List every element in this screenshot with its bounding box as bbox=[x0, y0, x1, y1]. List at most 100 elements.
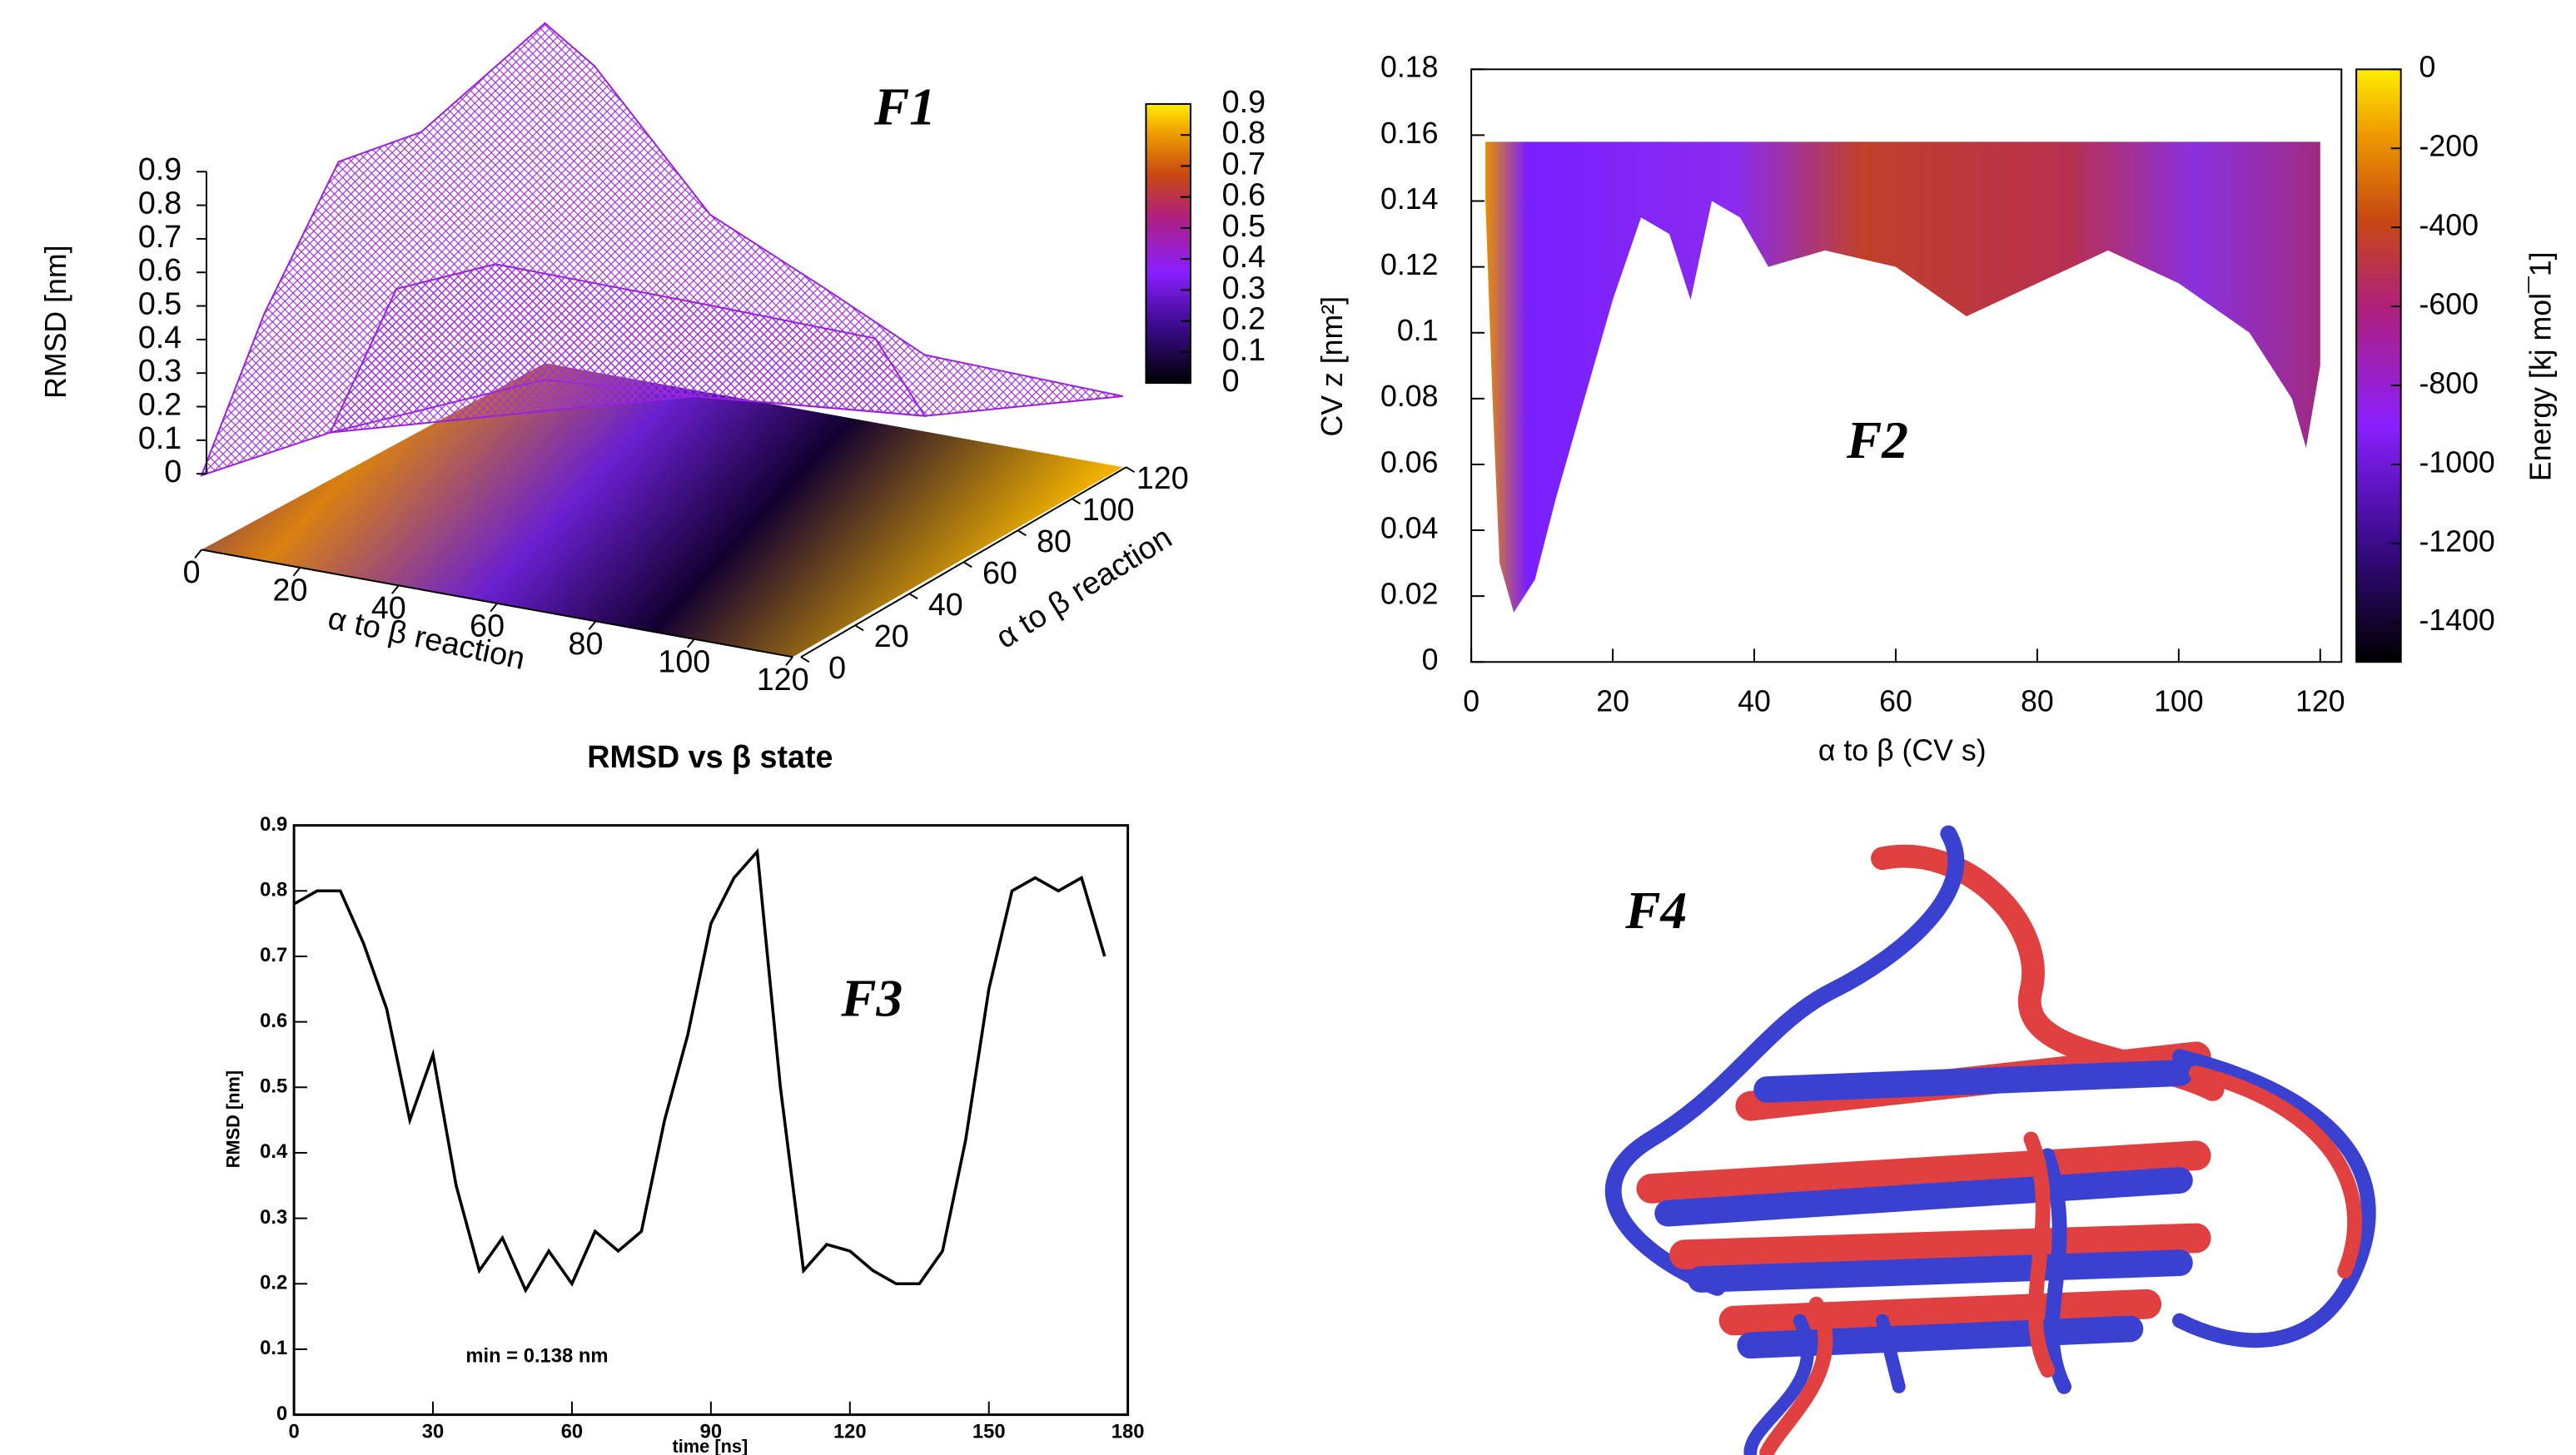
y-tick-label: 0.02 bbox=[1380, 578, 1438, 611]
y-tick-label: 0 bbox=[828, 650, 846, 685]
y-tick-label: 0 bbox=[1422, 643, 1439, 677]
x-tick-label: 100 bbox=[2154, 684, 2204, 718]
colorbar-tick-label: -1200 bbox=[2419, 524, 2494, 558]
x-tick bbox=[785, 656, 793, 666]
y-tick bbox=[1072, 498, 1081, 505]
y-tick bbox=[1017, 529, 1027, 537]
y-tick-label: 0.5 bbox=[260, 1075, 287, 1098]
x-tick-label: 60 bbox=[1879, 684, 1912, 718]
y-tick-label: 0.8 bbox=[260, 879, 287, 901]
colorbar-tick-label: -200 bbox=[2419, 130, 2478, 163]
z-tick-label: 0.8 bbox=[138, 186, 182, 221]
x-tick-label: 30 bbox=[422, 1421, 444, 1443]
y-tick-label: 0.16 bbox=[1380, 117, 1438, 150]
colorbar bbox=[1145, 102, 1191, 385]
colorbar-tick-label: 0.5 bbox=[1222, 208, 1266, 243]
z-tick-label: 0.6 bbox=[138, 252, 182, 287]
colorbar-tick-label: 0.9 bbox=[1222, 84, 1266, 119]
x-tick-label: 120 bbox=[2295, 684, 2345, 718]
x-tick-label: 0 bbox=[1463, 684, 1479, 718]
x-tick bbox=[391, 584, 400, 594]
x-tick-label: 20 bbox=[273, 573, 308, 608]
panel-label: F3 bbox=[840, 968, 903, 1027]
x-tick bbox=[686, 638, 695, 648]
x-tick-label: 150 bbox=[972, 1421, 1006, 1443]
colorbar-label: Energy [kj mol¯1] bbox=[2524, 251, 2558, 481]
chart-title: RMSD vs β state bbox=[587, 739, 833, 774]
surface-mesh bbox=[329, 263, 927, 434]
x-axis-label: time [ns] bbox=[672, 1436, 748, 1455]
y-tick-label: 0.18 bbox=[1380, 51, 1438, 84]
colorbar-tick-label: 0 bbox=[1222, 363, 1240, 398]
y-tick-label: 0.7 bbox=[260, 944, 287, 966]
z-tick-label: 0.5 bbox=[138, 286, 182, 321]
x-tick bbox=[292, 567, 301, 577]
rmsd-line bbox=[293, 847, 1106, 1294]
z-tick-label: 0 bbox=[164, 454, 182, 489]
plot-frame bbox=[1470, 68, 2343, 663]
y-tick-label: 100 bbox=[1082, 492, 1135, 527]
y-tick bbox=[962, 561, 972, 569]
y-axis-label: RMSD [nm] bbox=[222, 1070, 243, 1168]
colorbar-tick-label: -1000 bbox=[2419, 445, 2494, 479]
plot-frame bbox=[292, 824, 1130, 1417]
x-tick-label: 40 bbox=[1738, 684, 1771, 718]
y-axis-label: CV z [nm²] bbox=[1315, 296, 1349, 437]
colorbar-tick-label: 0.7 bbox=[1222, 146, 1266, 181]
z-axis-label: RMSD [nm] bbox=[39, 246, 72, 399]
x-tick-label: 60 bbox=[561, 1421, 583, 1443]
colorbar-tick-label: 0.6 bbox=[1222, 177, 1266, 212]
y-tick bbox=[854, 624, 864, 632]
y-tick-label: 0.06 bbox=[1380, 445, 1438, 479]
y-tick-label: 40 bbox=[928, 587, 963, 622]
y-tick-label: 0.08 bbox=[1380, 380, 1438, 413]
x-tick-label: 0 bbox=[288, 1421, 299, 1443]
y-tick-label: 0.14 bbox=[1380, 182, 1438, 216]
z-tick-label: 0.3 bbox=[138, 353, 182, 388]
colorbar-tick-label: 0.8 bbox=[1222, 115, 1266, 150]
x-tick bbox=[194, 549, 202, 559]
z-tick-label: 0.7 bbox=[138, 219, 182, 254]
y-tick-label: 0.3 bbox=[260, 1206, 287, 1229]
panel-label: F4 bbox=[1624, 881, 1687, 940]
y-tick-label: 0.2 bbox=[260, 1272, 287, 1294]
z-tick-label: 0.1 bbox=[138, 420, 182, 455]
y-tick-label: 60 bbox=[982, 555, 1017, 590]
x-tick-label: 0 bbox=[183, 554, 201, 589]
x-tick bbox=[490, 603, 498, 613]
x-tick-label: 180 bbox=[1111, 1421, 1145, 1443]
x-tick-label: 80 bbox=[2021, 684, 2054, 718]
y-axis-label: α to β reaction bbox=[989, 519, 1177, 655]
colorbar-tick-label: 0.2 bbox=[1222, 301, 1266, 336]
y-tick-label: 120 bbox=[1136, 460, 1189, 495]
colorbar-tick-label: -800 bbox=[2419, 366, 2478, 400]
x-tick-label: 60 bbox=[470, 608, 505, 643]
colorbar-tick-label: -400 bbox=[2419, 209, 2478, 242]
z-tick-label: 0.9 bbox=[138, 151, 182, 186]
panel-label: F1 bbox=[873, 77, 936, 136]
colorbar bbox=[2355, 68, 2402, 663]
y-tick bbox=[908, 593, 918, 600]
y-tick-label: 0.4 bbox=[260, 1140, 288, 1163]
y-tick-label: 80 bbox=[1037, 524, 1072, 559]
protein-structure bbox=[1604, 825, 2376, 1455]
annotation: min = 0.138 nm bbox=[465, 1344, 608, 1367]
colorbar-tick-label: -600 bbox=[2419, 288, 2478, 321]
z-tick-label: 0.2 bbox=[138, 386, 182, 421]
energy-region bbox=[1485, 142, 2320, 613]
y-tick-label: 0.12 bbox=[1380, 248, 1438, 281]
surface-floor bbox=[201, 363, 1123, 658]
y-tick-label: 20 bbox=[874, 618, 909, 653]
x-tick-label: 40 bbox=[371, 590, 406, 625]
x-axis-label: α to β (CV s) bbox=[1818, 734, 1987, 767]
y-tick bbox=[800, 656, 810, 663]
y-tick-label: 0.6 bbox=[260, 1010, 287, 1032]
y-tick-label: 0.1 bbox=[260, 1337, 287, 1359]
x-tick-label: 120 bbox=[833, 1421, 867, 1443]
colorbar-tick-label: 0.1 bbox=[1222, 332, 1266, 367]
colorbar-tick-label: 0.3 bbox=[1222, 270, 1266, 305]
y-tick-label: 0.04 bbox=[1380, 511, 1438, 544]
colorbar-tick-label: 0.4 bbox=[1222, 239, 1266, 274]
